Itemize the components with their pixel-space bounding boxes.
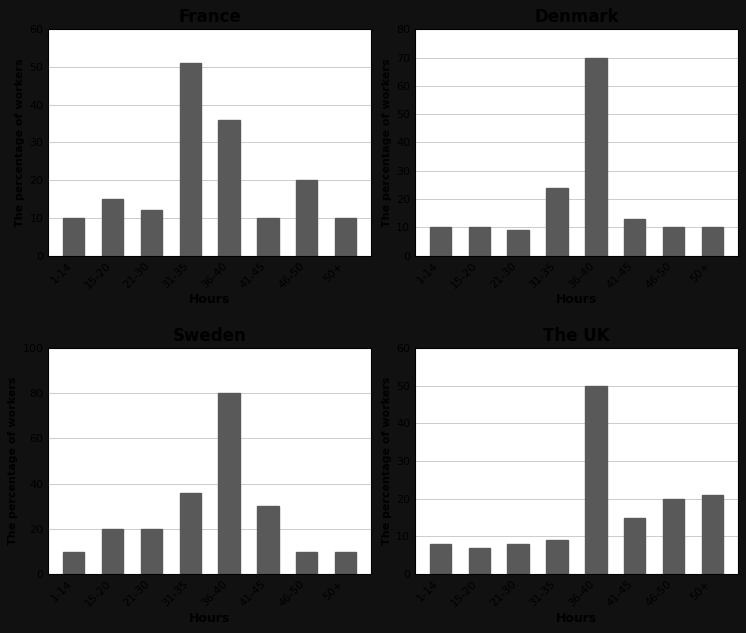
- Bar: [296, 180, 317, 256]
- Bar: [63, 551, 84, 574]
- Title: Denmark: Denmark: [534, 8, 618, 27]
- Bar: [585, 58, 606, 256]
- Bar: [624, 518, 645, 574]
- Y-axis label: The percentage of workers: The percentage of workers: [382, 377, 392, 545]
- Bar: [180, 63, 201, 256]
- Bar: [219, 120, 239, 256]
- Bar: [430, 544, 451, 574]
- Bar: [180, 492, 201, 574]
- X-axis label: Hours: Hours: [189, 611, 231, 625]
- Bar: [468, 548, 490, 574]
- Bar: [257, 218, 278, 256]
- Bar: [335, 551, 357, 574]
- Bar: [507, 230, 529, 256]
- Title: The UK: The UK: [543, 327, 609, 345]
- Y-axis label: The percentage of workers: The percentage of workers: [382, 58, 392, 227]
- Bar: [662, 227, 684, 256]
- X-axis label: Hours: Hours: [189, 293, 231, 306]
- Bar: [624, 219, 645, 256]
- Y-axis label: The percentage of workers: The percentage of workers: [15, 58, 25, 227]
- Bar: [63, 218, 84, 256]
- Bar: [296, 551, 317, 574]
- Bar: [141, 529, 162, 574]
- Bar: [102, 199, 123, 256]
- Bar: [546, 187, 568, 256]
- Title: Sweden: Sweden: [173, 327, 246, 345]
- Bar: [102, 529, 123, 574]
- Bar: [546, 540, 568, 574]
- Bar: [662, 499, 684, 574]
- Bar: [507, 544, 529, 574]
- X-axis label: Hours: Hours: [556, 611, 597, 625]
- Bar: [219, 393, 239, 574]
- Bar: [585, 385, 606, 574]
- Bar: [141, 210, 162, 256]
- Y-axis label: The percentage of workers: The percentage of workers: [8, 377, 19, 545]
- Bar: [257, 506, 278, 574]
- Bar: [702, 227, 723, 256]
- Title: France: France: [178, 8, 241, 27]
- Bar: [702, 495, 723, 574]
- Bar: [335, 218, 357, 256]
- X-axis label: Hours: Hours: [556, 293, 597, 306]
- Bar: [468, 227, 490, 256]
- Bar: [430, 227, 451, 256]
